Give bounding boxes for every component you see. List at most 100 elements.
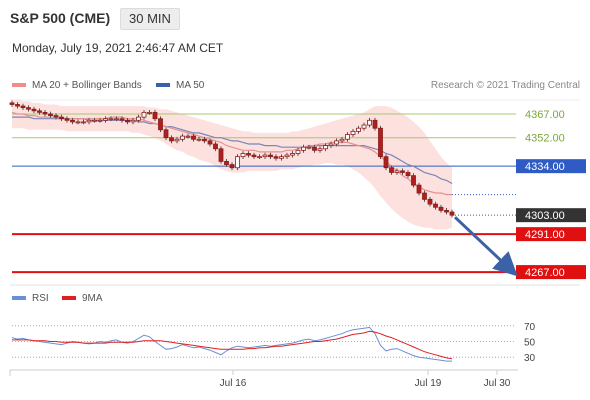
legend-9ma-label: 9MA (82, 293, 103, 304)
candle-body (350, 130, 356, 135)
candle-body (405, 172, 411, 177)
candle (350, 128, 356, 137)
candle-body (438, 206, 444, 211)
candle-body (323, 145, 328, 150)
candle (224, 159, 229, 167)
candle-body (235, 156, 240, 169)
ma20-swatch-icon (12, 83, 26, 88)
candle (141, 110, 147, 120)
candle-body (86, 119, 92, 123)
candle (268, 152, 273, 160)
candle (240, 151, 246, 160)
candle (147, 110, 152, 115)
candle (383, 154, 389, 171)
candle (158, 116, 163, 133)
candle-body (92, 119, 97, 122)
candle-body (240, 153, 246, 158)
timeframe-badge[interactable]: 30 MIN (120, 8, 180, 30)
candle (42, 110, 48, 117)
candle-body (229, 164, 235, 169)
level-label-2: 4334.00 (525, 161, 565, 173)
candle-body (53, 115, 59, 118)
rsi-tick-label: 50 (524, 338, 536, 349)
candle-body (433, 203, 438, 208)
candle (163, 127, 169, 141)
ma50-swatch-icon (156, 83, 170, 88)
level-label-4: 4291.00 (525, 229, 565, 241)
candle (323, 143, 328, 152)
candle (400, 168, 405, 175)
candle (438, 204, 444, 213)
candle-body (378, 127, 383, 158)
candle (312, 144, 317, 153)
candle (31, 106, 37, 114)
candle (15, 102, 20, 109)
candle-body (152, 111, 158, 120)
candle-body (81, 121, 86, 124)
candle-body (295, 149, 301, 154)
candle-body (202, 138, 207, 142)
candle-body (196, 138, 202, 141)
candle (284, 152, 290, 160)
candle-body (97, 119, 103, 122)
candle (218, 146, 224, 164)
candle-body (213, 143, 218, 150)
candle (262, 152, 268, 160)
legend-ma50: MA 50 (156, 80, 204, 91)
candle-body (180, 135, 185, 140)
candle (202, 136, 207, 144)
candle-body (268, 154, 273, 158)
candle-body (367, 119, 372, 126)
candle-body (64, 118, 70, 121)
candle (92, 117, 97, 123)
candle (191, 133, 196, 142)
copyright-text: Research © 2021 Trading Central (430, 80, 580, 91)
candle (59, 114, 64, 122)
candle-body (75, 121, 81, 124)
candle (152, 110, 158, 122)
candle (180, 133, 185, 142)
candle-body (9, 102, 15, 105)
candle-body (383, 156, 389, 169)
candle (174, 136, 180, 144)
candle (37, 108, 42, 115)
candle-body (361, 124, 367, 129)
candle (444, 208, 449, 215)
candle-body (389, 167, 394, 173)
candle (416, 182, 422, 196)
candle (103, 116, 108, 123)
candle-body (411, 175, 416, 186)
candle (433, 201, 438, 210)
candle-body (246, 153, 251, 156)
legend-9ma: 9MA (62, 293, 103, 304)
candle (9, 100, 15, 107)
candle-body (422, 192, 427, 200)
candle-body (339, 138, 345, 142)
time-label: Jul 16 (220, 378, 247, 389)
candle-body (119, 118, 125, 121)
candle (97, 117, 103, 123)
candle (389, 165, 394, 175)
candle-body (317, 148, 323, 151)
time-label: Jul 19 (415, 378, 442, 389)
candle (169, 135, 174, 144)
candle-body (185, 135, 191, 138)
candle-body (169, 137, 174, 142)
candle (246, 151, 251, 158)
candle-body (20, 105, 26, 109)
candle (235, 154, 240, 171)
candle-body (42, 111, 48, 115)
candle (213, 141, 218, 152)
candle-body (130, 119, 136, 123)
candle-body (70, 119, 75, 123)
candle (114, 116, 119, 122)
candle-body (449, 211, 455, 216)
candle-body (26, 107, 31, 110)
candle (290, 151, 295, 158)
candle-body (306, 146, 312, 149)
candle (229, 162, 235, 171)
candle (367, 117, 372, 128)
legend-ma50-label: MA 50 (176, 80, 205, 91)
candle-body (37, 110, 42, 113)
